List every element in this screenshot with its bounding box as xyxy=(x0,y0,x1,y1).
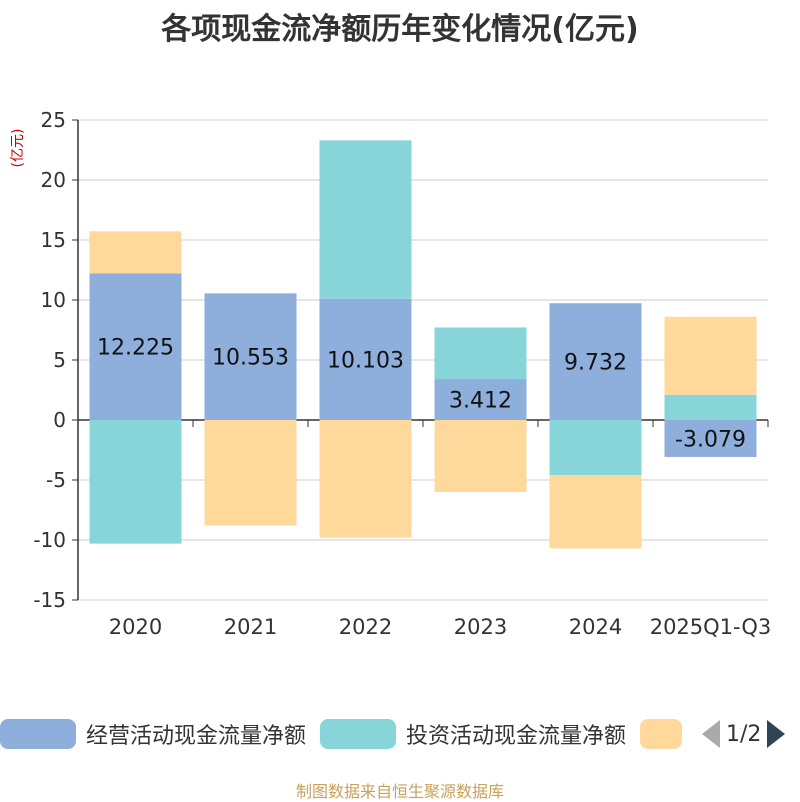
bar-data-label: 3.412 xyxy=(449,389,512,414)
y-tick-label: -15 xyxy=(33,588,66,612)
bar-series3-2025Q1-Q3 xyxy=(664,316,757,395)
bar-series3-2022 xyxy=(319,420,412,538)
bar-series1-2023 xyxy=(434,379,527,420)
bar-series3-2023 xyxy=(434,420,527,492)
x-tick-label: 2023 xyxy=(454,615,507,639)
y-axis-title: (亿元) xyxy=(10,129,26,168)
bar-series2-2025Q1-Q3 xyxy=(664,394,757,420)
x-tick-label: 2025Q1-Q3 xyxy=(650,615,772,639)
bar-series2-2023 xyxy=(434,327,527,380)
x-tick-label: 2020 xyxy=(109,615,162,639)
bar-data-label: 12.225 xyxy=(97,336,174,361)
bar-data-label: 10.553 xyxy=(212,346,289,371)
legend-item-investing[interactable]: 投资活动现金流量净额 xyxy=(320,714,626,754)
bar-data-label: -3.079 xyxy=(675,427,746,452)
legend-item-operating[interactable]: 经营活动现金流量净额 xyxy=(0,714,306,754)
bar-series2-2020 xyxy=(89,420,182,544)
y-tick-label: 10 xyxy=(41,288,66,312)
data-source-note: 制图数据来自恒生聚源数据库 xyxy=(295,782,504,801)
legend-prev-page-icon[interactable] xyxy=(702,720,720,748)
bar-series3-2020 xyxy=(89,231,182,274)
bar-series2-2024 xyxy=(549,420,642,476)
y-tick-label: 20 xyxy=(41,168,66,192)
y-tick-label: 15 xyxy=(41,228,66,252)
y-tick-label: 5 xyxy=(53,348,66,372)
chart-title: 各项现金流净额历年变化情况(亿元) xyxy=(161,12,639,47)
legend-label-operating: 经营活动现金流量净额 xyxy=(86,724,307,749)
x-tick-label: 2022 xyxy=(339,615,392,639)
legend-pager: 1/2 xyxy=(702,714,786,754)
x-tick-label: 2021 xyxy=(224,615,277,639)
bar-series1-2024 xyxy=(549,303,642,420)
bar-series3-2024 xyxy=(549,475,642,549)
y-tick-label: 25 xyxy=(41,108,66,132)
chart-plot: 25 20 15 10 5 0 -5 -10 -15 (亿元) 12.225 2020 10.553 20… xyxy=(10,108,772,639)
bar-series1-2020 xyxy=(89,273,182,420)
legend-item-financing[interactable] xyxy=(640,714,682,754)
legend-next-page-icon[interactable] xyxy=(767,720,786,748)
legend-page-indicator: 1/2 xyxy=(726,721,762,747)
bar-data-label: 10.103 xyxy=(327,348,404,373)
bar-series3-2021 xyxy=(204,420,297,526)
y-tick-label: -5 xyxy=(46,468,66,492)
y-tick-label: 0 xyxy=(53,408,66,432)
legend-swatch-financing xyxy=(640,719,682,749)
legend-label-investing: 投资活动现金流量净额 xyxy=(406,724,627,749)
legend-swatch-investing xyxy=(320,719,396,749)
bar-series1-2022 xyxy=(319,298,412,420)
bar-series2-2022 xyxy=(319,140,412,299)
legend-swatch-operating xyxy=(0,719,76,749)
bar-data-label: 9.732 xyxy=(564,351,627,376)
legend: 经营活动现金流量净额 投资活动现金流量净额 1/2 xyxy=(0,714,800,754)
x-tick-label: 2024 xyxy=(569,615,622,639)
bar-series1-2025Q1-Q3 xyxy=(664,420,757,457)
y-tick-label: -10 xyxy=(33,528,66,552)
bar-series1-2021 xyxy=(204,293,297,420)
